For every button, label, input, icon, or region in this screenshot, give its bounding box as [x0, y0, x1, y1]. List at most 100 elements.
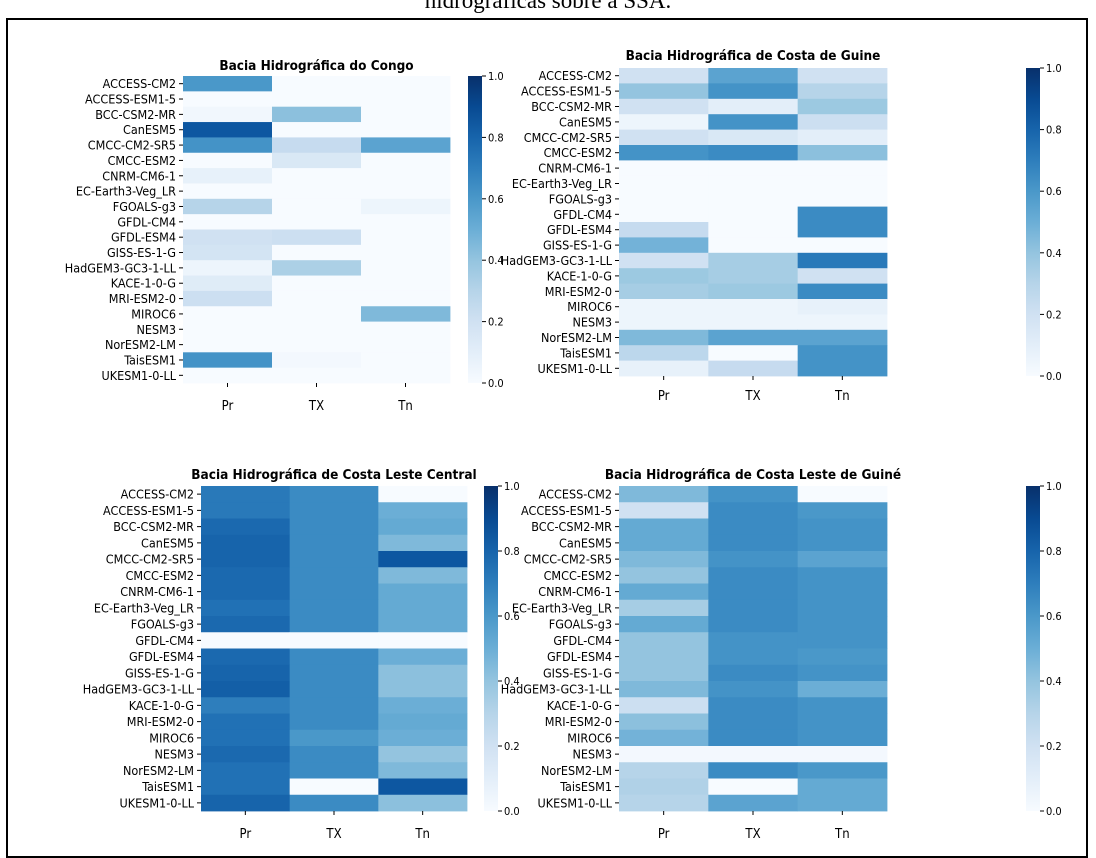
colorbar-tick-label: 0.8	[1046, 124, 1062, 137]
heatmap-cell	[619, 616, 709, 633]
heatmap-cell	[708, 583, 799, 601]
heatmap-cell	[619, 206, 709, 223]
heatmap-cell	[619, 794, 709, 812]
heatmap-cell	[289, 534, 379, 552]
heatmap-cell	[272, 306, 362, 322]
heatmap-cell	[708, 314, 799, 331]
heatmap-cell	[797, 206, 888, 223]
heatmap-cell	[289, 599, 379, 617]
row-label: MIROC6	[567, 730, 612, 745]
heatmap-cell	[272, 367, 362, 384]
row-label: EC-Earth3-Veg_LR	[512, 176, 612, 191]
heatmap-cell	[797, 299, 888, 315]
heatmap-cell	[201, 518, 291, 536]
row-label: ACCESS-CM2	[539, 487, 612, 502]
heatmap-cell	[708, 206, 799, 223]
heatmap-cell	[272, 321, 362, 338]
row-label: UKESM1-0-LL	[119, 795, 194, 810]
heatmap-cell	[361, 306, 451, 322]
heatmap-cell	[797, 252, 888, 269]
heatmap-cell	[619, 145, 709, 161]
heatmap-cell	[201, 583, 291, 601]
heatmap-cell	[619, 713, 709, 731]
heatmap-cell	[797, 518, 888, 536]
heatmap-cell	[361, 168, 451, 184]
colorbar-tick-label: 0.6	[488, 193, 504, 206]
heatmap-panel: Bacia Hidrográfica de Costa Leste Centra…	[83, 467, 520, 842]
column-label: TX	[308, 399, 324, 414]
heatmap-cell	[619, 664, 709, 682]
heatmap-cell	[289, 762, 379, 779]
heatmap-cell	[289, 681, 379, 698]
heatmap-cell	[201, 486, 291, 503]
heatmap-cell	[797, 175, 888, 192]
heatmap-cell	[272, 152, 362, 169]
row-label: ACCESS-ESM1-5	[521, 84, 612, 99]
colorbar-tick-label: 0.0	[504, 805, 520, 818]
row-label: NESM3	[572, 315, 612, 330]
colorbar	[484, 486, 498, 811]
heatmap-cell	[797, 794, 888, 812]
heatmap-cell	[619, 502, 709, 519]
row-label: NESM3	[136, 322, 176, 337]
heatmap-cell	[272, 290, 362, 307]
row-label: HadGEM3-GC3-1-LL	[501, 682, 613, 697]
heatmap-cell	[272, 76, 362, 92]
heatmap-cell	[708, 567, 799, 584]
row-label: GISS-ES-1-G	[125, 665, 194, 680]
heatmap-cell	[708, 114, 799, 130]
heatmap-cell	[619, 632, 709, 649]
heatmap-cell	[708, 534, 799, 552]
heatmap-cell	[272, 122, 362, 138]
row-label: NESM3	[154, 747, 194, 762]
heatmap-cell	[619, 283, 709, 300]
heatmap-cell	[361, 106, 451, 123]
heatmap-cell	[183, 352, 273, 369]
heatmap-cell	[378, 567, 468, 584]
heatmap-panel: Bacia Hidrográfica do Congo ACCESS-CM2ACC…	[65, 58, 504, 414]
heatmap-cell	[797, 632, 888, 649]
row-label: GISS-ES-1-G	[543, 238, 612, 253]
row-label: GFDL-ESM4	[111, 230, 176, 245]
heatmap-cell	[619, 486, 709, 503]
row-label: CNRM-CM6-1	[538, 584, 612, 599]
heatmap-cell	[797, 486, 888, 503]
row-label: GFDL-CM4	[135, 633, 194, 648]
heatmap-cell	[378, 632, 468, 649]
row-label: NorESM2-LM	[541, 763, 612, 778]
row-label: ACCESS-CM2	[121, 487, 194, 502]
row-label: UKESM1-0-LL	[537, 361, 612, 376]
colorbar-tick-label: 0.8	[504, 545, 520, 558]
row-label: FGOALS-g3	[131, 617, 194, 632]
row-label: MRI-ESM2-0	[545, 714, 612, 729]
row-label: EC-Earth3-Veg_LR	[94, 600, 194, 615]
heatmap-cell	[272, 244, 362, 261]
heatmap-cell	[619, 160, 709, 177]
heatmap-cell	[201, 713, 291, 731]
heatmap-cell	[708, 252, 799, 269]
row-label: ACCESS-ESM1-5	[103, 503, 194, 518]
heatmap-cell	[183, 290, 273, 307]
row-label: FGOALS-g3	[549, 191, 612, 206]
heatmap-cell	[708, 778, 799, 796]
colorbar-tick-label: 0.4	[504, 675, 520, 688]
heatmap-cell	[619, 534, 709, 552]
row-label: KACE-1-0-G	[547, 268, 612, 283]
heatmap-cell	[272, 260, 362, 276]
colorbar-tick-label: 0.6	[1046, 185, 1062, 198]
row-label: BCC-CSM2-MR	[113, 519, 194, 534]
colorbar-tick-label: 0.0	[488, 377, 504, 390]
heatmap-cell	[619, 583, 709, 601]
heatmap-cell	[183, 229, 273, 246]
heatmap-cell	[378, 664, 468, 682]
heatmap-cell	[201, 664, 291, 682]
heatmap-cell	[361, 152, 451, 169]
heatmap-panel: Bacia Hidrográfica de Costa Leste de Gui…	[501, 467, 1062, 842]
row-label: CMCC-ESM2	[544, 568, 612, 583]
heatmap-cell	[797, 681, 888, 698]
colorbar-tick-label: 1.0	[1046, 480, 1062, 493]
heatmap-cell	[361, 198, 451, 215]
row-label: CanESM5	[123, 122, 176, 137]
heatmap-cell	[378, 599, 468, 617]
